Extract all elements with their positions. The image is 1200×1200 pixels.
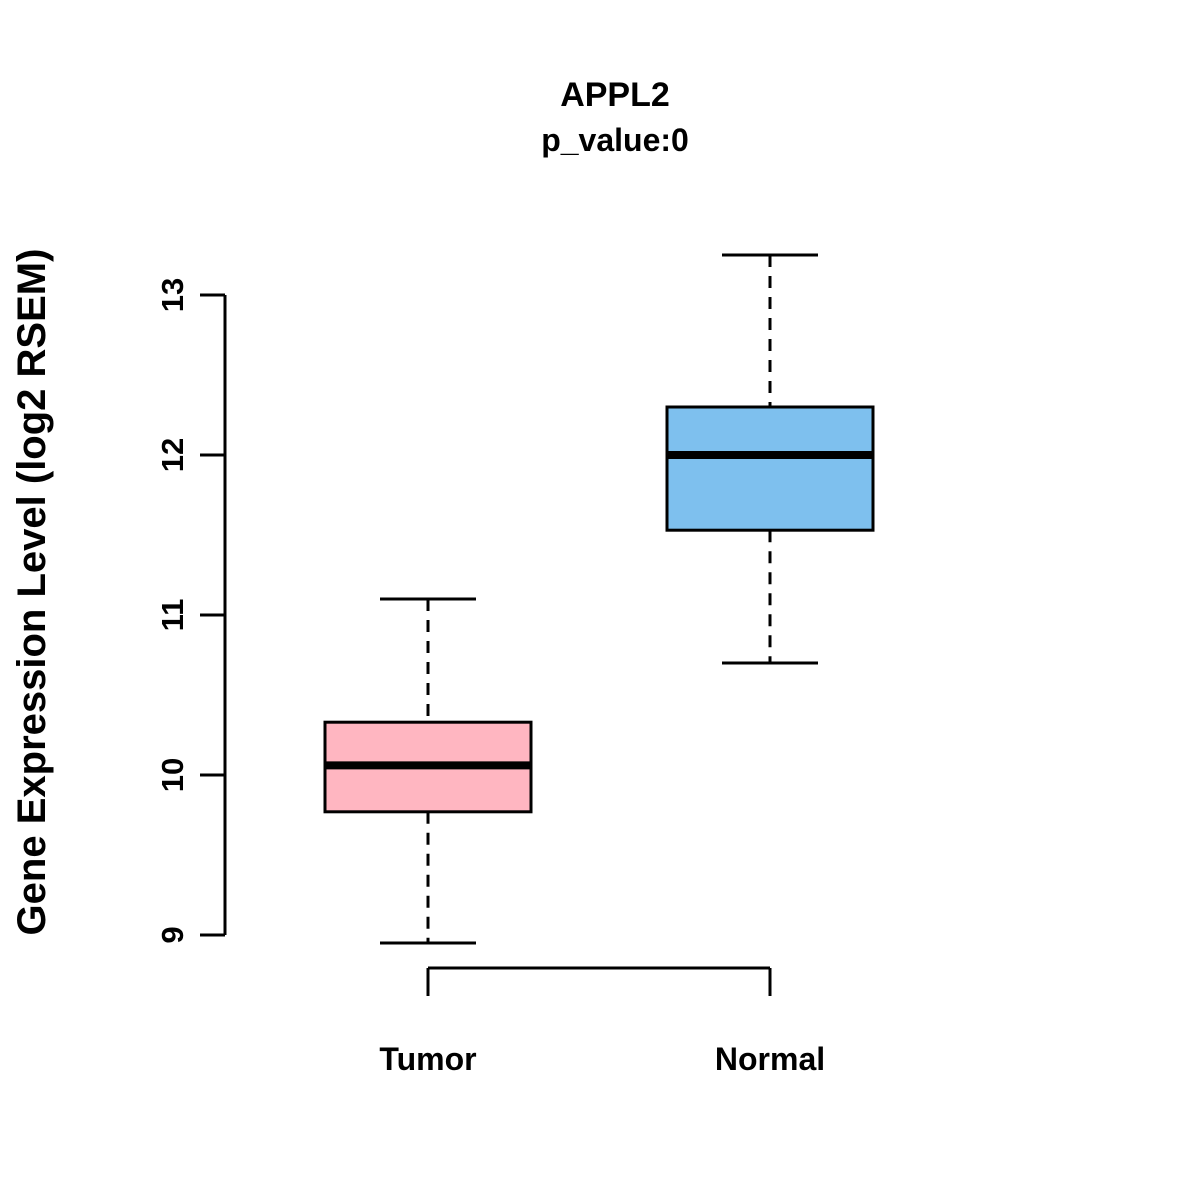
- y-tick-label: 12: [155, 438, 190, 472]
- y-tick-label: 13: [155, 278, 190, 312]
- category-label-normal: Normal: [715, 1041, 825, 1077]
- chart-subtitle: p_value:0: [541, 122, 689, 158]
- y-tick-label: 11: [155, 599, 190, 632]
- category-label-tumor: Tumor: [379, 1041, 476, 1077]
- y-tick-label: 9: [155, 926, 190, 943]
- chart-title: APPL2: [560, 76, 670, 114]
- y-tick-label: 10: [155, 758, 190, 792]
- box-normal: [665, 405, 875, 532]
